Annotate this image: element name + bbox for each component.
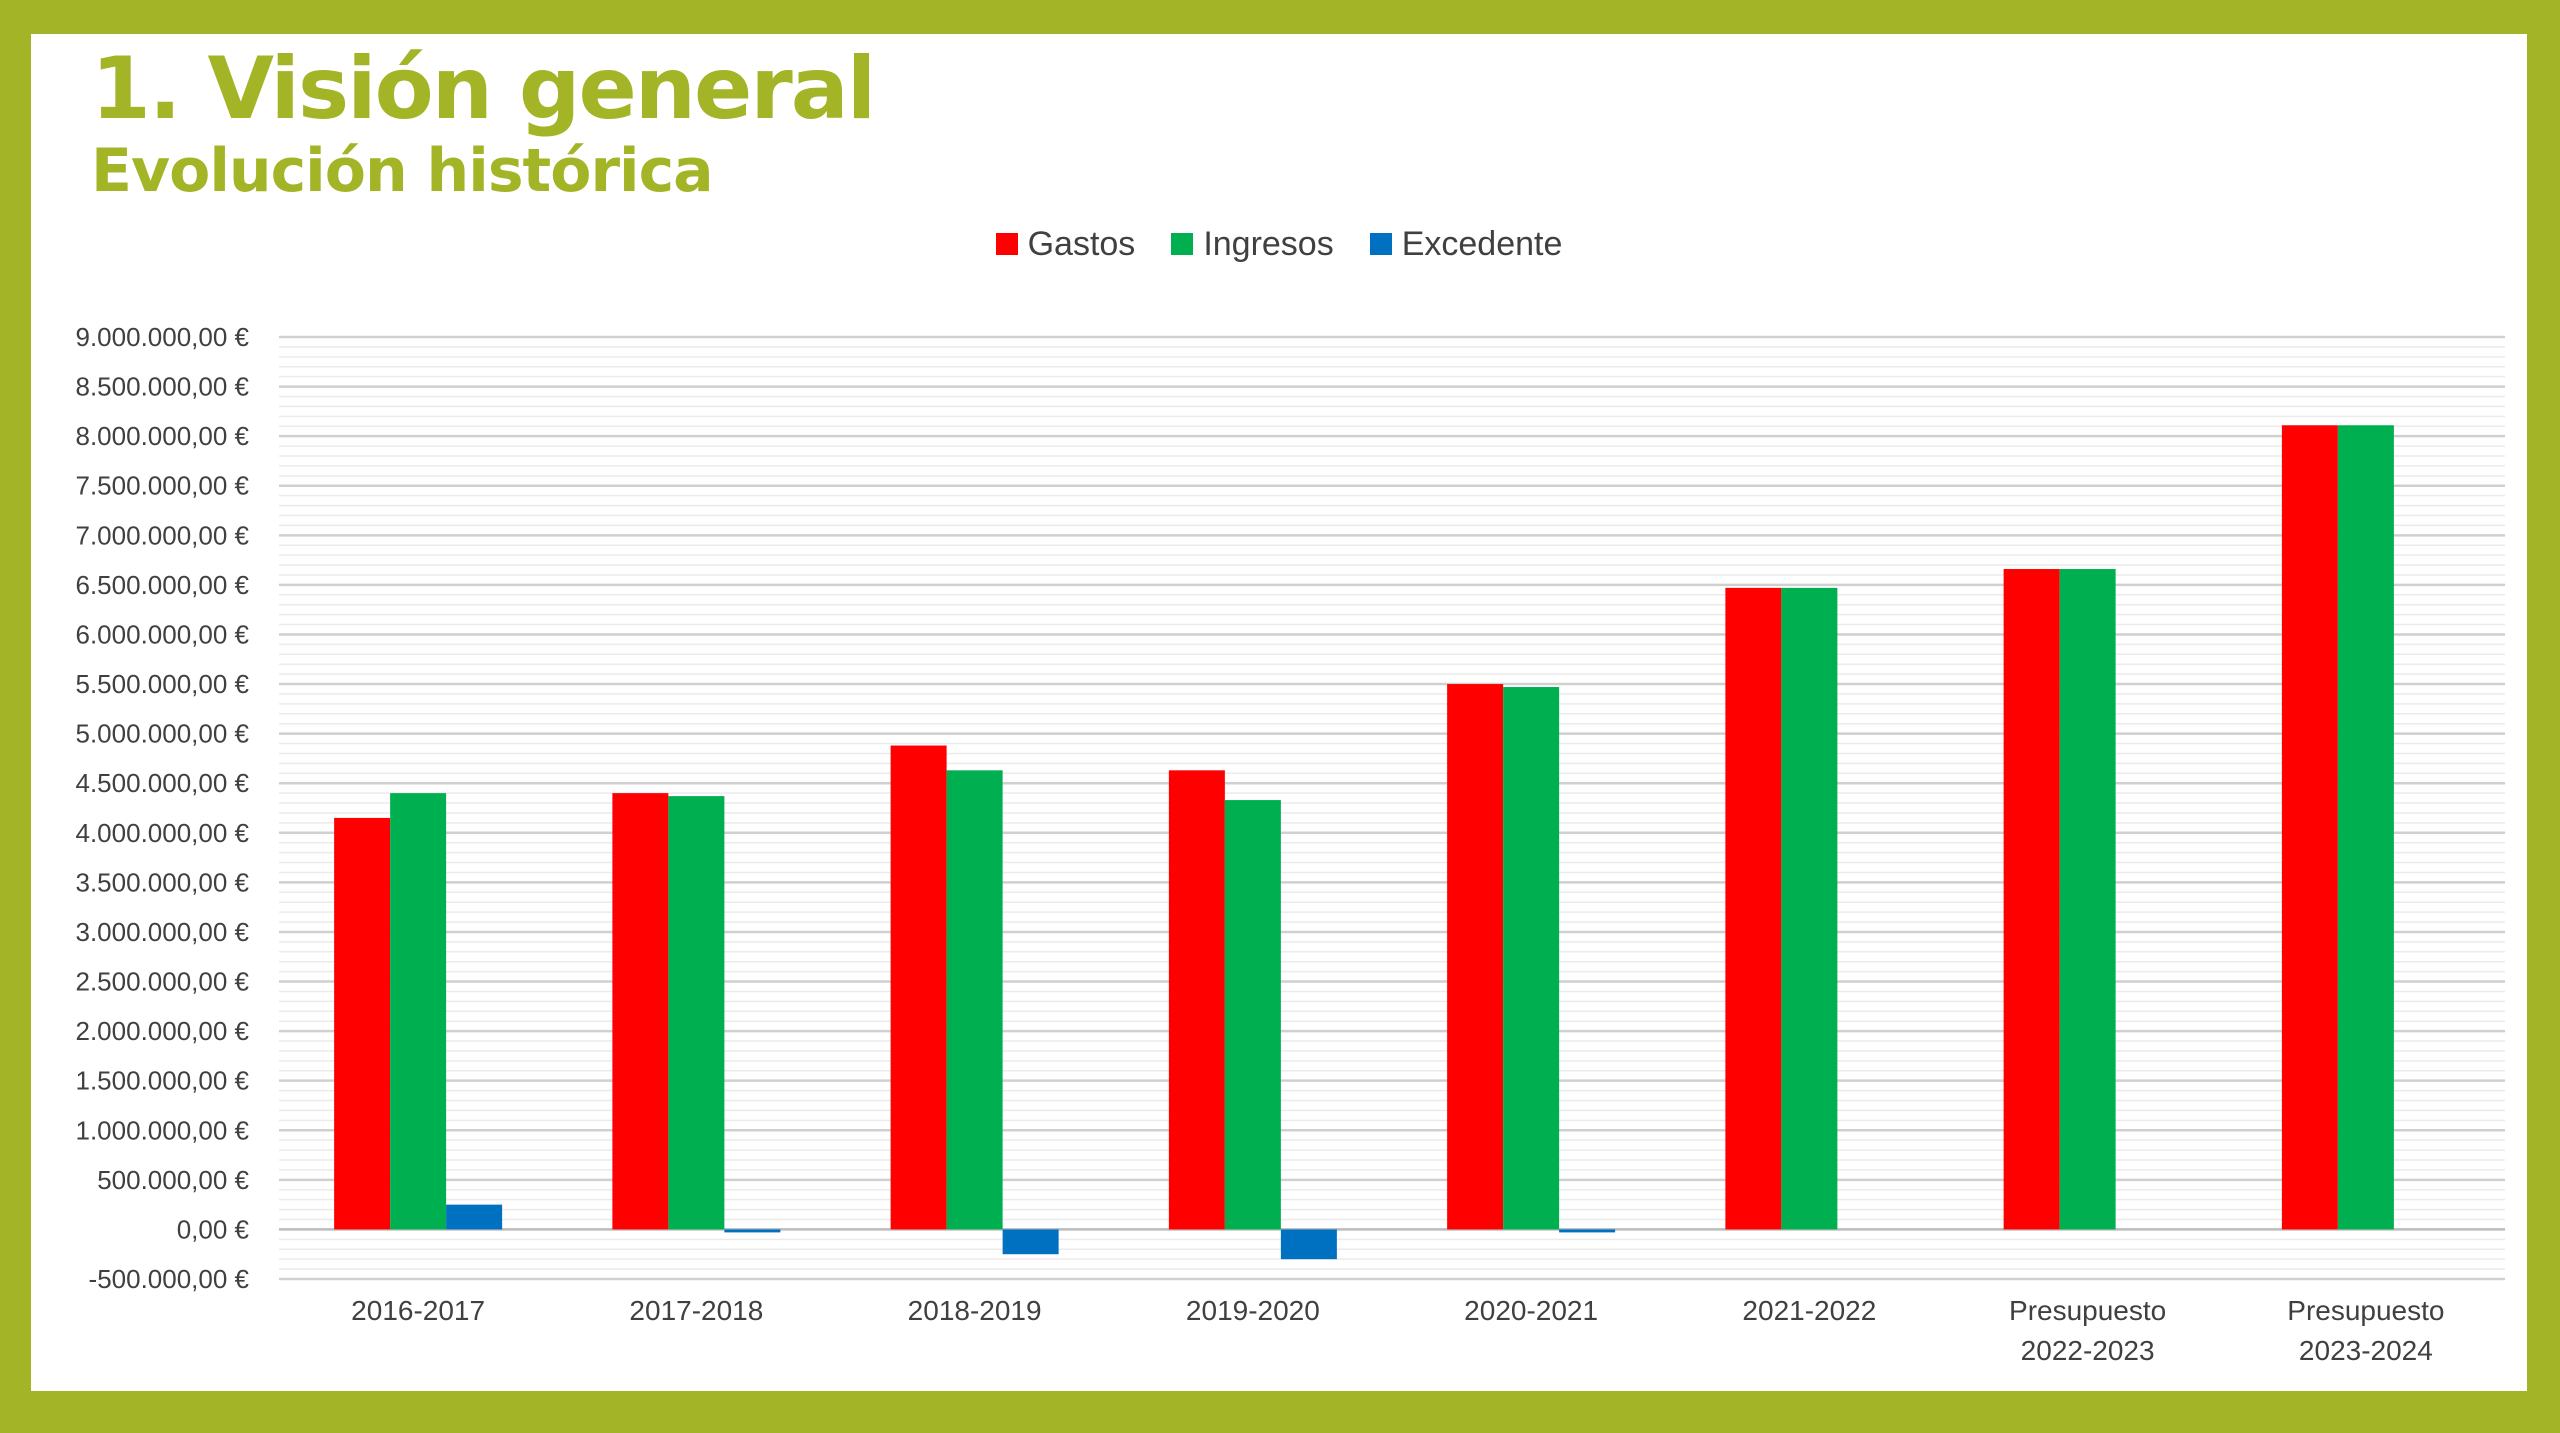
bar-excedente (1002, 1229, 1059, 1255)
y-tick-label: 3.000.000,00 € (76, 917, 250, 947)
legend-swatch-ingresos (1171, 233, 1194, 255)
bar-ingresos (390, 793, 447, 1230)
bar-ingresos (1503, 687, 1560, 1230)
bar-gastos (1725, 587, 1782, 1230)
bar-ingresos (2059, 569, 2116, 1230)
bar-excedente (1559, 1229, 1616, 1233)
bar-gastos (1168, 770, 1225, 1230)
x-tick-label: 2021-2022 (1742, 1295, 1876, 1326)
slide-subtitle: Evolución histórica (91, 136, 714, 206)
x-tick-label: 2017-2018 (629, 1295, 763, 1326)
legend-item-excedente: Excedente (1369, 224, 1563, 264)
bar-excedente (446, 1204, 503, 1230)
bar-gastos (1447, 684, 1504, 1230)
y-tick-label: -500.000,00 € (89, 1264, 250, 1294)
y-tick-label: 5.500.000,00 € (76, 669, 250, 699)
x-tick-label: 2023-2024 (2299, 1335, 2433, 1366)
legend-label-excedente: Excedente (1401, 224, 1563, 263)
x-tick-label: 2018-2019 (908, 1295, 1042, 1326)
y-tick-label: 4.500.000,00 € (76, 768, 250, 798)
y-tick-label: 1.000.000,00 € (76, 1115, 250, 1145)
y-tick-label: 2.000.000,00 € (76, 1016, 250, 1046)
y-tick-label: 6.500.000,00 € (76, 570, 250, 600)
bar-gastos (2281, 425, 2338, 1230)
x-tick-label: 2016-2017 (351, 1295, 485, 1326)
bar-ingresos (946, 770, 1003, 1230)
x-tick-label: 2020-2021 (1464, 1295, 1598, 1326)
y-tick-label: 2.500.000,00 € (76, 967, 250, 997)
bar-gastos (2003, 569, 2060, 1230)
slide-title: 1. Visión general (91, 39, 876, 139)
legend-swatch-gastos (995, 233, 1018, 255)
y-tick-label: 1.500.000,00 € (76, 1066, 250, 1096)
y-tick-label: 7.500.000,00 € (76, 471, 250, 501)
x-tick-label: Presupuesto (2009, 1295, 2166, 1326)
y-tick-label: 6.000.000,00 € (76, 619, 250, 649)
y-tick-label: 8.000.000,00 € (76, 421, 250, 451)
legend-label-ingresos: Ingresos (1203, 224, 1334, 263)
bar-excedente (724, 1229, 781, 1233)
bar-ingresos (668, 796, 725, 1230)
bar-ingresos (1781, 587, 1838, 1230)
legend-item-gastos: Gastos (995, 224, 1136, 264)
chart-legend: Gastos Ingresos Excedente (31, 214, 2527, 274)
x-tick-label: Presupuesto (2287, 1295, 2444, 1326)
bar-gastos (612, 793, 669, 1230)
y-tick-label: 3.500.000,00 € (76, 867, 250, 897)
bar-ingresos (1224, 800, 1281, 1230)
y-tick-label: 8.500.000,00 € (76, 372, 250, 402)
bar-gastos (890, 745, 947, 1230)
x-tick-label: 2022-2023 (2021, 1335, 2155, 1366)
y-tick-label: 0,00 € (177, 1214, 250, 1244)
bar-excedente (1280, 1229, 1337, 1260)
bar-chart: -500.000,00 € 0,00 € 500.000,00 € 1.000.000… (76, 322, 2505, 1366)
bar-gastos (334, 817, 391, 1230)
x-tick-label: 2019-2020 (1186, 1295, 1320, 1326)
y-tick-label: 5.000.000,00 € (76, 719, 250, 749)
slide: 1. Visión general Evolución histórica Ga… (31, 34, 2527, 1391)
bar-ingresos (2337, 425, 2394, 1230)
y-tick-label: 500.000,00 € (97, 1165, 249, 1195)
legend-swatch-excedente (1369, 233, 1392, 255)
y-tick-label: 4.000.000,00 € (76, 818, 250, 848)
legend-label-gastos: Gastos (1027, 224, 1136, 263)
y-tick-label: 7.000.000,00 € (76, 520, 250, 550)
legend-item-ingresos: Ingresos (1171, 224, 1334, 264)
y-tick-label: 9.000.000,00 € (76, 322, 250, 352)
